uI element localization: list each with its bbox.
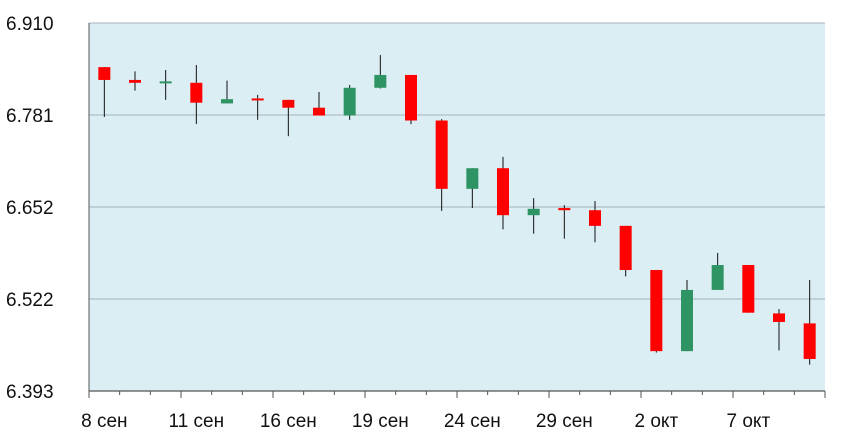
x-tick-label: 16 сен <box>260 411 317 432</box>
candle <box>221 80 233 104</box>
candle-body <box>98 67 111 80</box>
candle <box>435 119 448 211</box>
candle <box>803 279 816 365</box>
candle-body <box>129 79 141 83</box>
gridlines <box>89 22 825 300</box>
candle <box>558 205 571 239</box>
y-tick-label: 6.652 <box>6 198 54 219</box>
candle-body <box>221 99 233 104</box>
candle-body <box>589 210 601 226</box>
candle <box>681 279 693 352</box>
x-axis <box>88 23 826 398</box>
candle <box>742 265 755 313</box>
candle <box>497 156 509 230</box>
candle <box>251 94 264 120</box>
candle-body <box>374 74 387 88</box>
x-axis-labels: 8 сен 11 сен 16 сен 19 сен 24 сен 29 сен… <box>81 411 770 432</box>
candle <box>773 309 785 351</box>
candle-body <box>282 99 295 108</box>
candles <box>98 55 816 365</box>
candle-body <box>742 265 755 313</box>
candle-body <box>619 225 632 270</box>
candle <box>313 92 325 116</box>
candle <box>282 99 295 137</box>
candle <box>98 67 111 117</box>
y-tick-label: 6.910 <box>6 14 54 35</box>
candle <box>711 252 724 290</box>
x-tick-label: 8 сен <box>81 411 127 432</box>
x-tick-label: 7 окт <box>727 411 771 432</box>
x-tick-label: 19 сен <box>352 411 409 432</box>
candle <box>650 269 663 353</box>
candle-body <box>313 107 325 116</box>
candle-body <box>190 82 203 103</box>
candle-body <box>251 98 264 101</box>
candle-body <box>405 74 417 121</box>
y-tick-label: 6.393 <box>6 382 54 403</box>
candle <box>589 200 601 243</box>
candle <box>466 168 479 209</box>
x-tick-label: 24 сен <box>444 411 501 432</box>
candle <box>374 55 387 89</box>
candle-body <box>343 87 356 116</box>
candle-body <box>159 81 172 84</box>
candle-body <box>711 265 724 290</box>
candle <box>129 71 141 91</box>
candle-body <box>497 168 509 216</box>
y-tick-label: 6.781 <box>6 106 54 127</box>
y-axis-labels: 6.910 6.781 6.652 6.522 6.393 <box>6 14 54 403</box>
candle <box>405 74 417 125</box>
candle <box>159 69 172 100</box>
candle-body <box>558 208 571 211</box>
x-tick-label: 2 окт <box>635 411 679 432</box>
y-tick-label: 6.522 <box>6 290 54 311</box>
x-tick-label: 29 сен <box>536 411 593 432</box>
candle <box>343 84 356 120</box>
candle-body <box>527 208 540 216</box>
candle-body <box>466 168 479 189</box>
candle-body <box>681 289 693 352</box>
candle-body <box>435 120 448 189</box>
candle <box>527 198 540 234</box>
candle <box>619 225 632 277</box>
candle-body <box>803 323 816 359</box>
candle-body <box>773 313 785 322</box>
x-tick-label: 11 сен <box>169 411 225 432</box>
candle-body <box>650 269 663 352</box>
candle <box>190 64 203 125</box>
